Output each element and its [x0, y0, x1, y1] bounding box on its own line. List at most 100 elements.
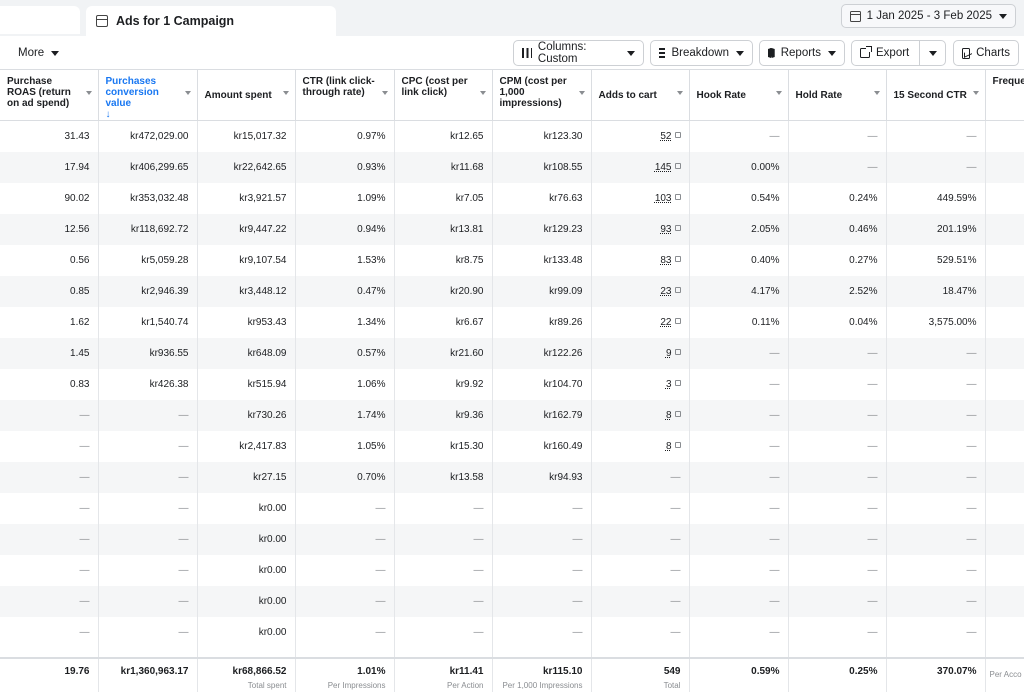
table-cell: —	[788, 337, 887, 369]
columns-button[interactable]: Columns: Custom	[513, 40, 644, 66]
column-menu-caret-icon[interactable]	[873, 91, 880, 95]
column-menu-caret-icon[interactable]	[479, 91, 486, 95]
details-icon[interactable]	[674, 224, 681, 231]
total-caption: Total	[663, 680, 681, 690]
column-menu-caret-icon[interactable]	[676, 91, 683, 95]
reports-button[interactable]: Reports	[759, 40, 845, 66]
adds-to-cart-link[interactable]: 22	[660, 316, 672, 328]
breakdown-button[interactable]: Breakdown	[650, 40, 753, 66]
column-header-roas[interactable]: Purchase ROAS (return on ad spend)	[0, 70, 99, 121]
table-cell: kr406,299.65	[98, 151, 198, 183]
details-icon[interactable]	[674, 286, 681, 293]
adds-to-cart-link[interactable]: 93	[660, 223, 672, 235]
column-menu-caret-icon[interactable]	[85, 91, 92, 95]
table-row[interactable]: 31.43 kr472,029.00 kr15,017.32 0.97% kr12.65…	[0, 120, 1024, 152]
column-header-amount[interactable]: Amount spent	[197, 70, 296, 121]
details-icon[interactable]	[674, 410, 681, 417]
charts-button[interactable]: Charts	[953, 40, 1019, 66]
adds-to-cart-link[interactable]: 145	[654, 161, 672, 173]
table-cell: —	[492, 585, 592, 617]
table-row[interactable]: — — kr2,417.83 1.05% kr15.30 kr160.49 8— — —	[0, 430, 1024, 462]
total-value: 0.59%	[751, 665, 780, 677]
table-row[interactable]: — — kr0.00— — — — — — —	[0, 523, 1024, 555]
column-menu-caret-icon[interactable]	[282, 91, 289, 95]
table-cell: kr13.81	[394, 213, 493, 245]
column-header-convvalue[interactable]: Purchases conversion value ↓	[98, 70, 198, 121]
column-menu-caret-icon[interactable]	[578, 91, 585, 95]
table-cell	[985, 120, 1024, 152]
table-cell: kr162.79	[492, 399, 592, 431]
details-icon[interactable]	[674, 131, 681, 138]
more-button[interactable]: More	[10, 42, 67, 64]
column-menu-caret-icon[interactable]	[381, 91, 388, 95]
table-cell: —	[98, 492, 198, 524]
table-cell: —	[689, 399, 789, 431]
column-menu-caret-icon[interactable]	[972, 91, 979, 95]
table-cell: —	[788, 616, 887, 648]
table-cell: 8	[591, 430, 690, 462]
table-row[interactable]: 17.94 kr406,299.65 kr22,642.65 0.93% kr11.68…	[0, 151, 1024, 183]
column-menu-caret-icon[interactable]	[775, 91, 782, 95]
chart-icon	[962, 47, 971, 59]
table-cell: 52	[591, 120, 690, 152]
adds-to-cart-link[interactable]: 8	[665, 440, 672, 452]
table-cell: kr9.36	[394, 399, 493, 431]
table-cell: —	[0, 399, 99, 431]
adds-to-cart-link[interactable]: 83	[660, 254, 672, 266]
column-header-cpc[interactable]: CPC (cost per link click)	[394, 70, 493, 121]
column-header-15s[interactable]: 15 Second CTR	[886, 70, 986, 121]
table-cell: kr0.00	[197, 616, 296, 648]
total-cell: 19.76	[0, 656, 99, 692]
column-header-hook[interactable]: Hook Rate	[689, 70, 789, 121]
details-icon[interactable]	[674, 348, 681, 355]
table-row[interactable]: — — kr0.00— — — — — — —	[0, 616, 1024, 648]
column-header-adds[interactable]: Adds to cart	[591, 70, 690, 121]
column-header-freq[interactable]: Freque	[985, 70, 1024, 121]
adds-to-cart-link[interactable]: 9	[665, 347, 672, 359]
adds-to-cart-link[interactable]: 103	[654, 192, 672, 204]
table-row[interactable]: 0.83 kr426.38 kr515.94 1.06% kr9.92 kr104.70 3…	[0, 368, 1024, 400]
date-range-picker[interactable]: 1 Jan 2025 - 3 Feb 2025	[840, 4, 1016, 28]
column-header-ctr[interactable]: CTR (link click-through rate)	[295, 70, 395, 121]
table-row[interactable]: 0.56 kr5,059.28 kr9,107.54 1.53% kr8.75 kr133…	[0, 244, 1024, 276]
table-cell: kr20.90	[394, 275, 493, 307]
table-cell: kr8.75	[394, 244, 493, 276]
table-row[interactable]: — — kr730.26 1.74% kr9.36 kr162.79 8— — —	[0, 399, 1024, 431]
table-row[interactable]: — — kr0.00— — — — — — —	[0, 492, 1024, 524]
export-button[interactable]: Export	[851, 40, 946, 66]
column-header-hold[interactable]: Hold Rate	[788, 70, 887, 121]
table-cell: —	[591, 492, 690, 524]
table-row[interactable]: 0.85 kr2,946.39 kr3,448.12 0.47% kr20.90 kr99…	[0, 275, 1024, 307]
details-icon[interactable]	[674, 379, 681, 386]
details-icon[interactable]	[674, 317, 681, 324]
table-row[interactable]: 90.02 kr353,032.48 kr3,921.57 1.09% kr7.05 kr…	[0, 182, 1024, 214]
column-menu-caret-icon[interactable]	[184, 91, 191, 95]
table-row[interactable]: 1.62 kr1,540.74 kr953.43 1.34% kr6.67 kr89.26…	[0, 306, 1024, 338]
adds-to-cart-link[interactable]: 3	[665, 378, 672, 390]
table-row[interactable]: 12.56 kr118,692.72 kr9,447.22 0.94% kr13.81 k…	[0, 213, 1024, 245]
details-icon[interactable]	[674, 441, 681, 448]
details-icon[interactable]	[674, 162, 681, 169]
tab-previous[interactable]	[0, 6, 80, 34]
table-row[interactable]: — — kr0.00— — — — — — —	[0, 585, 1024, 617]
table-cell: —	[394, 616, 493, 648]
adds-to-cart-link[interactable]: 8	[665, 409, 672, 421]
table-cell: 9	[591, 337, 690, 369]
adds-to-cart-link[interactable]: 52	[660, 130, 672, 142]
details-icon[interactable]	[674, 193, 681, 200]
sort-arrow-icon: ↓	[105, 109, 111, 120]
adds-to-cart-link[interactable]: 23	[660, 285, 672, 297]
table-row[interactable]: — — kr0.00— — — — — — —	[0, 554, 1024, 586]
export-dropdown-button[interactable]	[919, 41, 945, 65]
table-row[interactable]: 1.45 kr936.55 kr648.09 0.57% kr21.60 kr122.26…	[0, 337, 1024, 369]
table-cell: —	[788, 430, 887, 462]
details-icon[interactable]	[674, 255, 681, 262]
table-cell: —	[788, 585, 887, 617]
table-cell: kr160.49	[492, 430, 592, 462]
table-row[interactable]: — — kr27.15 0.70% kr13.58 kr94.93— — — —	[0, 461, 1024, 493]
table-cell: —	[886, 523, 986, 555]
calendar-icon	[849, 10, 861, 22]
table-cell	[985, 585, 1024, 617]
column-header-cpm[interactable]: CPM (cost per 1,000 impressions)	[492, 70, 592, 121]
tab-ads[interactable]: Ads for 1 Campaign	[86, 6, 336, 36]
